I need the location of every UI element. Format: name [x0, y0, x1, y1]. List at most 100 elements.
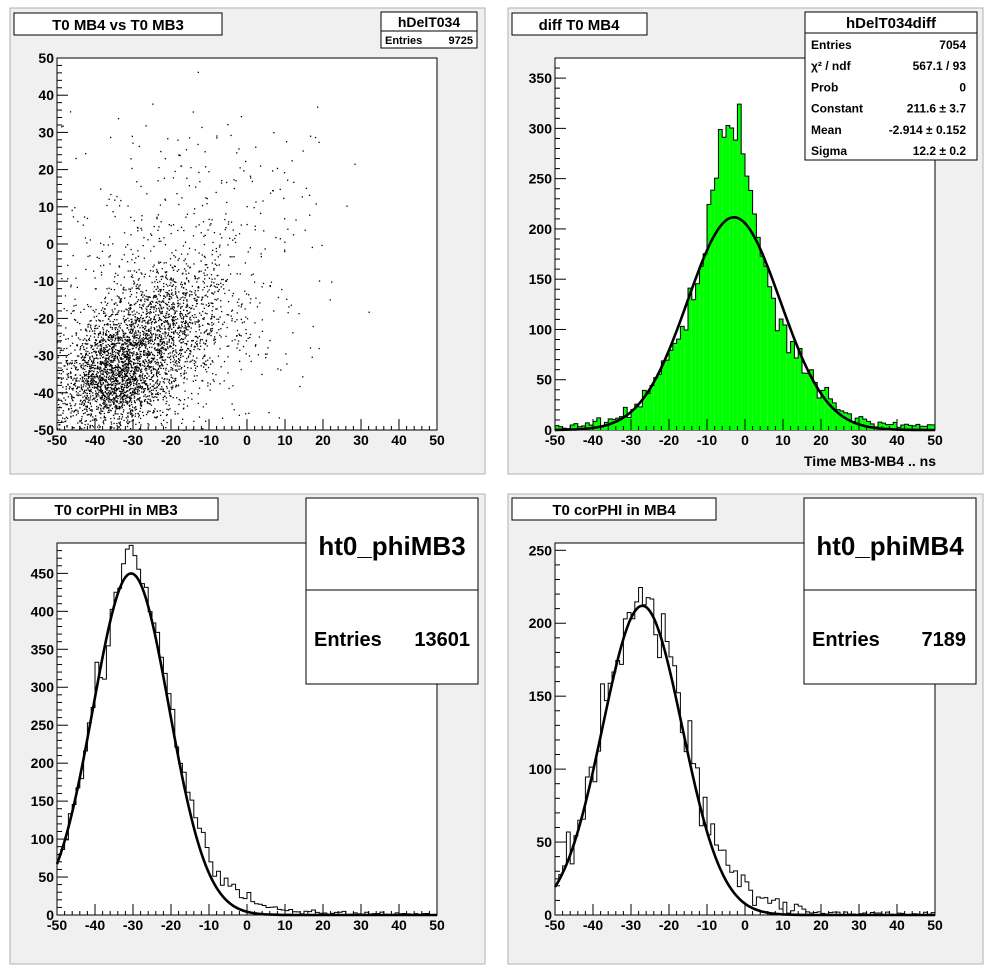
scatter-point	[98, 391, 100, 393]
x-tick-label: -10	[199, 432, 219, 448]
scatter-point	[195, 316, 197, 318]
scatter-point	[191, 340, 193, 342]
scatter-point	[109, 345, 111, 347]
histogram-bin	[672, 343, 677, 430]
scatter-point	[67, 278, 69, 280]
scatter-point	[182, 272, 184, 274]
scatter-point	[136, 368, 138, 370]
scatter-point	[92, 373, 95, 376]
scatter-point	[91, 378, 93, 380]
scatter-point	[171, 331, 173, 333]
scatter-point	[171, 337, 173, 340]
scatter-point	[117, 350, 120, 352]
scatter-point	[180, 297, 182, 299]
scatter-point	[206, 345, 208, 347]
scatter-point	[65, 327, 67, 329]
scatter-point	[112, 376, 115, 378]
scatter-point	[178, 368, 180, 370]
scatter-point	[112, 311, 114, 313]
scatter-point	[130, 391, 132, 394]
scatter-point	[115, 342, 117, 345]
scatter-point	[187, 305, 189, 307]
scatter-point	[220, 182, 223, 184]
scatter-point	[90, 360, 93, 363]
scatter-point	[144, 325, 146, 327]
scatter-point	[92, 383, 94, 385]
scatter-point	[150, 366, 152, 368]
scatter-point	[92, 382, 94, 384]
scatter-point	[177, 318, 179, 320]
scatter-point	[229, 273, 232, 275]
scatter-point	[114, 314, 117, 316]
scatter-point	[161, 356, 163, 358]
scatter-point	[71, 362, 73, 364]
histogram-bin	[840, 410, 844, 430]
scatter-point	[97, 378, 100, 380]
scatter-point	[125, 339, 127, 341]
scatter-point	[108, 331, 110, 333]
scatter-point	[186, 213, 189, 215]
scatter-point	[129, 325, 132, 327]
scatter-point	[133, 282, 136, 284]
scatter-point	[184, 268, 186, 270]
scatter-point	[216, 264, 218, 266]
scatter-point	[157, 349, 159, 351]
scatter-point	[139, 363, 141, 365]
y-tick-label: 0	[46, 236, 54, 252]
scatter-point	[119, 301, 121, 303]
scatter-point	[123, 320, 125, 322]
scatter-point	[238, 298, 240, 300]
scatter-point	[72, 389, 74, 391]
scatter-point	[160, 422, 162, 425]
scatter-point	[117, 359, 119, 361]
scatter-point	[309, 347, 312, 349]
scatter-point	[127, 317, 129, 319]
scatter-point	[248, 412, 250, 414]
scatter-point	[146, 348, 149, 350]
scatter-point	[99, 391, 102, 393]
scatter-point	[180, 353, 183, 355]
scatter-point	[98, 312, 100, 315]
scatter-point	[61, 126, 63, 128]
scatter-point	[111, 381, 113, 383]
scatter-point	[110, 354, 112, 356]
scatter-point	[183, 330, 185, 332]
scatter-point	[118, 383, 121, 385]
scatter-point	[127, 371, 129, 373]
scatter-point	[180, 327, 182, 329]
scatter-point	[143, 338, 146, 340]
scatter-point	[148, 342, 150, 344]
scatter-point	[196, 296, 199, 298]
scatter-point	[107, 360, 109, 363]
scatter-point	[218, 246, 221, 248]
scatter-point	[159, 410, 161, 412]
scatter-point	[230, 134, 232, 137]
scatter-point	[117, 418, 119, 420]
scatter-point	[99, 320, 101, 322]
scatter-point	[142, 391, 145, 394]
scatter-point	[147, 355, 149, 357]
scatter-point	[149, 296, 151, 299]
scatter-point	[131, 367, 134, 369]
scatter-point	[213, 380, 215, 382]
scatter-point	[130, 158, 132, 160]
scatter-point	[172, 320, 174, 322]
scatter-point	[66, 309, 68, 312]
scatter-point	[159, 295, 162, 297]
pad-1-stats-box	[380, 11, 478, 49]
scatter-point	[170, 355, 172, 357]
scatter-point	[77, 410, 79, 412]
scatter-point	[105, 366, 107, 369]
scatter-point	[219, 244, 221, 246]
scatter-point	[120, 310, 123, 312]
scatter-point	[121, 354, 123, 356]
scatter-point	[243, 170, 245, 172]
scatter-point	[93, 383, 96, 386]
scatter-point	[216, 135, 218, 137]
scatter-point	[172, 303, 174, 305]
scatter-point	[75, 414, 78, 416]
scatter-point	[102, 350, 104, 352]
scatter-point	[77, 412, 79, 414]
scatter-point	[202, 280, 204, 283]
scatter-point	[165, 427, 167, 429]
